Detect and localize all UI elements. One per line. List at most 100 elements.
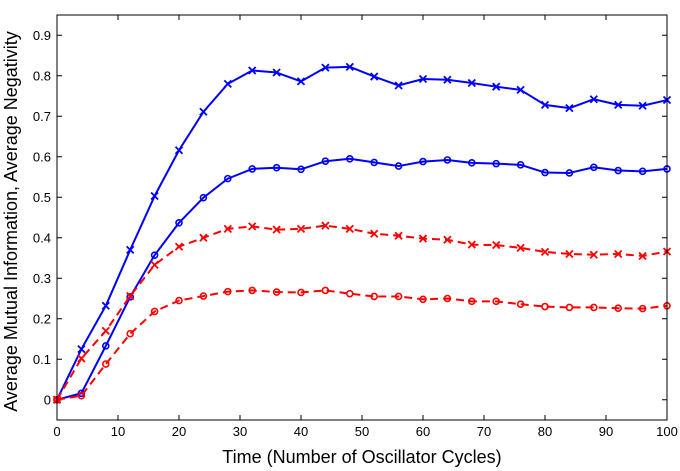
data-point-o-marker (394, 162, 403, 170)
marker-stroke (540, 247, 550, 257)
data-point-x-marker (394, 231, 403, 240)
data-point-o-marker (272, 288, 281, 296)
marker-stroke (418, 234, 428, 243)
marker-stroke (443, 75, 452, 84)
marker-stroke (199, 233, 208, 242)
marker-stroke (248, 66, 257, 75)
data-point-x-marker (443, 75, 452, 84)
data-point-x-marker (174, 146, 184, 155)
marker-stroke (272, 225, 281, 234)
marker-stroke (77, 354, 86, 363)
x-tick-label: 0 (53, 424, 60, 439)
x-tick-label: 40 (294, 424, 308, 439)
series-blue-o-solid (53, 154, 671, 404)
marker-stroke (248, 222, 257, 231)
marker-stroke (296, 77, 306, 86)
data-point-x-marker (394, 81, 403, 90)
data-point-x-marker (126, 291, 135, 301)
y-tick-label: 0 (44, 392, 51, 407)
data-point-o-marker (224, 287, 232, 296)
y-tick-label: 0.9 (33, 28, 51, 43)
series-line (56, 224, 668, 401)
marker-stroke (614, 100, 623, 110)
series-line (56, 65, 668, 401)
marker-stroke (199, 107, 208, 116)
data-point-o-marker (614, 304, 623, 313)
data-point-o-marker (370, 292, 379, 301)
marker-stroke (321, 221, 330, 230)
marker-stroke (467, 78, 476, 88)
x-tick-label: 80 (538, 424, 552, 439)
marker-stroke (223, 224, 232, 233)
data-point-x-marker (272, 68, 281, 77)
data-point-x-marker (150, 260, 159, 270)
y-tick-label: 0.8 (33, 68, 51, 83)
data-point-x-marker (370, 229, 379, 238)
data-point-o-marker (345, 289, 354, 298)
y-axis-ticks: 0 0.1 0.2 0.3 0.4 0.5 0.6 0.7 0.8 0.9 (33, 28, 667, 407)
data-point-o-marker (272, 163, 281, 172)
data-point-o-marker (199, 292, 208, 300)
data-point-x-marker (467, 78, 476, 88)
data-point-o-marker (77, 391, 86, 400)
data-point-o-marker (321, 157, 330, 166)
x-tick-label: 20 (172, 424, 186, 439)
series-red-x-dashed (52, 221, 672, 404)
series-line (56, 157, 668, 401)
marker-stroke (77, 344, 86, 354)
marker-stroke (370, 229, 379, 238)
data-point-o-marker (321, 286, 330, 295)
data-point-o-marker (199, 193, 208, 202)
marker-stroke (540, 100, 550, 110)
marker-stroke (150, 191, 159, 201)
data-point-o-marker (297, 165, 305, 174)
data-point-o-marker (614, 166, 623, 175)
marker-stroke (638, 251, 647, 261)
data-point-x-marker (174, 242, 184, 251)
data-point-x-marker (77, 354, 86, 363)
data-point-x-marker (296, 224, 306, 233)
data-point-o-marker (443, 156, 452, 164)
data-point-x-marker (370, 72, 379, 81)
data-point-o-marker (492, 297, 501, 306)
data-point-x-marker (321, 221, 330, 230)
marker-stroke (101, 301, 110, 310)
marker-stroke (467, 240, 476, 249)
data-point-x-marker (467, 240, 476, 249)
x-tick-label: 10 (111, 424, 125, 439)
data-point-o-marker (370, 158, 379, 167)
marker-stroke (394, 231, 403, 240)
data-point-x-marker (418, 74, 428, 84)
data-point-x-marker (418, 234, 428, 243)
marker-stroke (150, 260, 159, 270)
data-point-o-marker (248, 165, 256, 173)
marker-stroke (101, 326, 110, 336)
series-layer (52, 62, 672, 404)
data-point-x-marker (345, 224, 354, 233)
data-point-x-marker (150, 191, 159, 201)
x-tick-label: 60 (416, 424, 430, 439)
y-tick-label: 0.1 (33, 352, 51, 367)
marker-stroke (345, 62, 354, 71)
data-point-x-marker (248, 222, 257, 231)
y-axis-title: Average Mutual Information, Average Nega… (1, 31, 21, 412)
marker-stroke (492, 240, 501, 250)
data-point-o-marker (638, 167, 647, 176)
data-point-o-marker (467, 297, 476, 306)
x-tick-label: 50 (355, 424, 369, 439)
data-point-o-marker (443, 294, 452, 303)
marker-stroke (565, 104, 574, 113)
data-point-x-marker (516, 243, 525, 253)
marker-stroke (223, 79, 232, 88)
data-point-o-marker (345, 154, 354, 163)
data-point-o-marker (102, 360, 110, 368)
plot-frame (56, 14, 668, 421)
data-point-x-marker (248, 66, 257, 75)
x-axis-ticks: 0 10 20 30 40 50 60 70 80 90 100 (53, 15, 678, 439)
data-point-o-marker (175, 218, 183, 227)
marker-stroke (345, 224, 354, 233)
data-point-x-marker (126, 245, 135, 255)
data-point-x-marker (614, 100, 623, 110)
data-point-x-marker (492, 240, 501, 250)
